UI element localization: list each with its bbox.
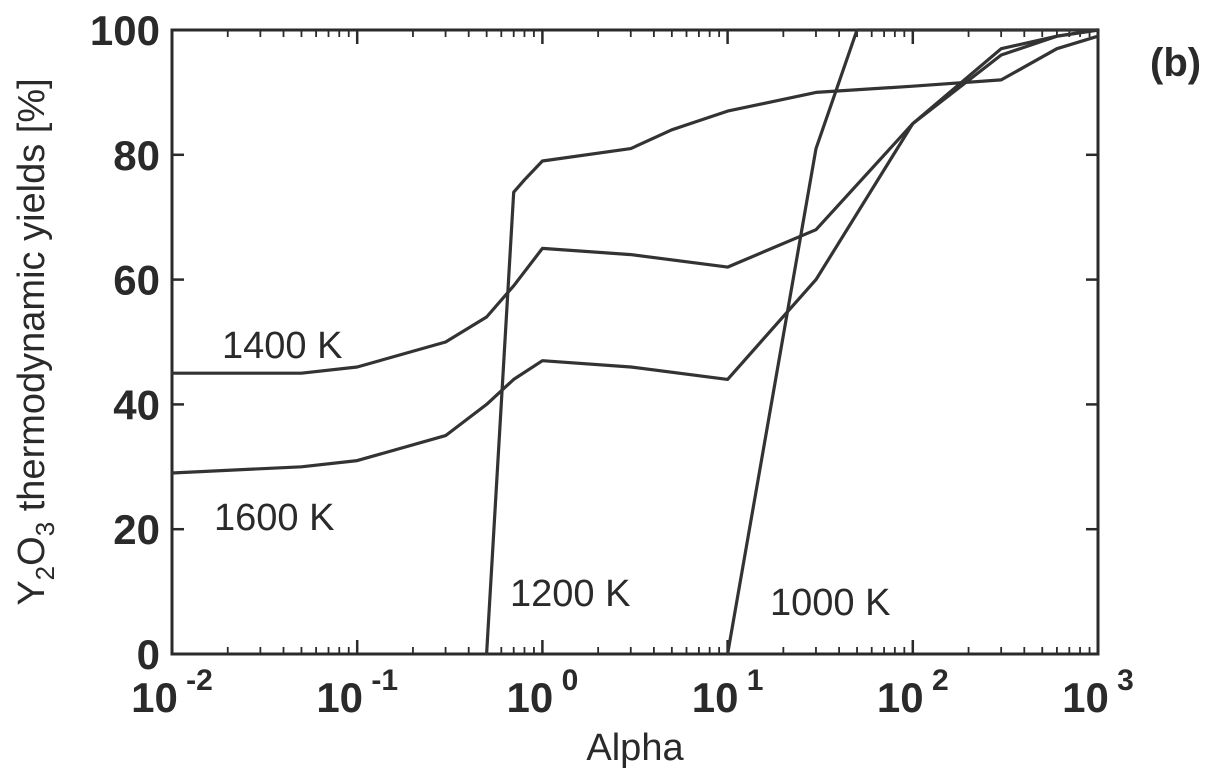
series-label-1000k: 1000 K [770,582,890,624]
series-line-1600k [170,28,1100,475]
series-label-1400k: 1400 K [222,325,342,367]
y-tick-label: 60 [113,257,160,304]
y-tick-label: 20 [113,506,160,553]
y-tick-labels: 0 20 40 60 80 100 [90,7,160,678]
x-tick-label: 10 0 [507,664,579,721]
x-axis-title: Alpha [586,727,684,769]
plot-area-frame [170,28,1100,656]
series-line-1200k [485,34,1100,656]
series-line-1000k [725,28,1100,656]
series-line-1400k [170,28,1100,375]
series-label-1600k: 1600 K [214,497,334,539]
y-tick-label: 80 [113,132,160,179]
y-tick-label: 100 [90,7,160,54]
x-tick-label: 10 2 [877,664,949,721]
y-axis-title: Y2O3 thermodynamic yields [%] [11,78,60,605]
y-tick-label: 40 [113,381,160,428]
panel-label: (b) [1150,41,1201,85]
x-tick-label: 10 -2 [131,664,213,721]
series-lines [170,28,1100,656]
x-tick-label: 10 3 [1062,664,1134,721]
x-tick-labels: 10 -2 10 -1 10 0 10 1 10 2 10 3 [131,664,1134,721]
x-tick-label: 10 -1 [316,664,398,721]
y-tick-label: 0 [137,631,160,678]
x-tick-label: 10 1 [692,664,764,721]
series-label-1200k: 1200 K [510,573,630,615]
